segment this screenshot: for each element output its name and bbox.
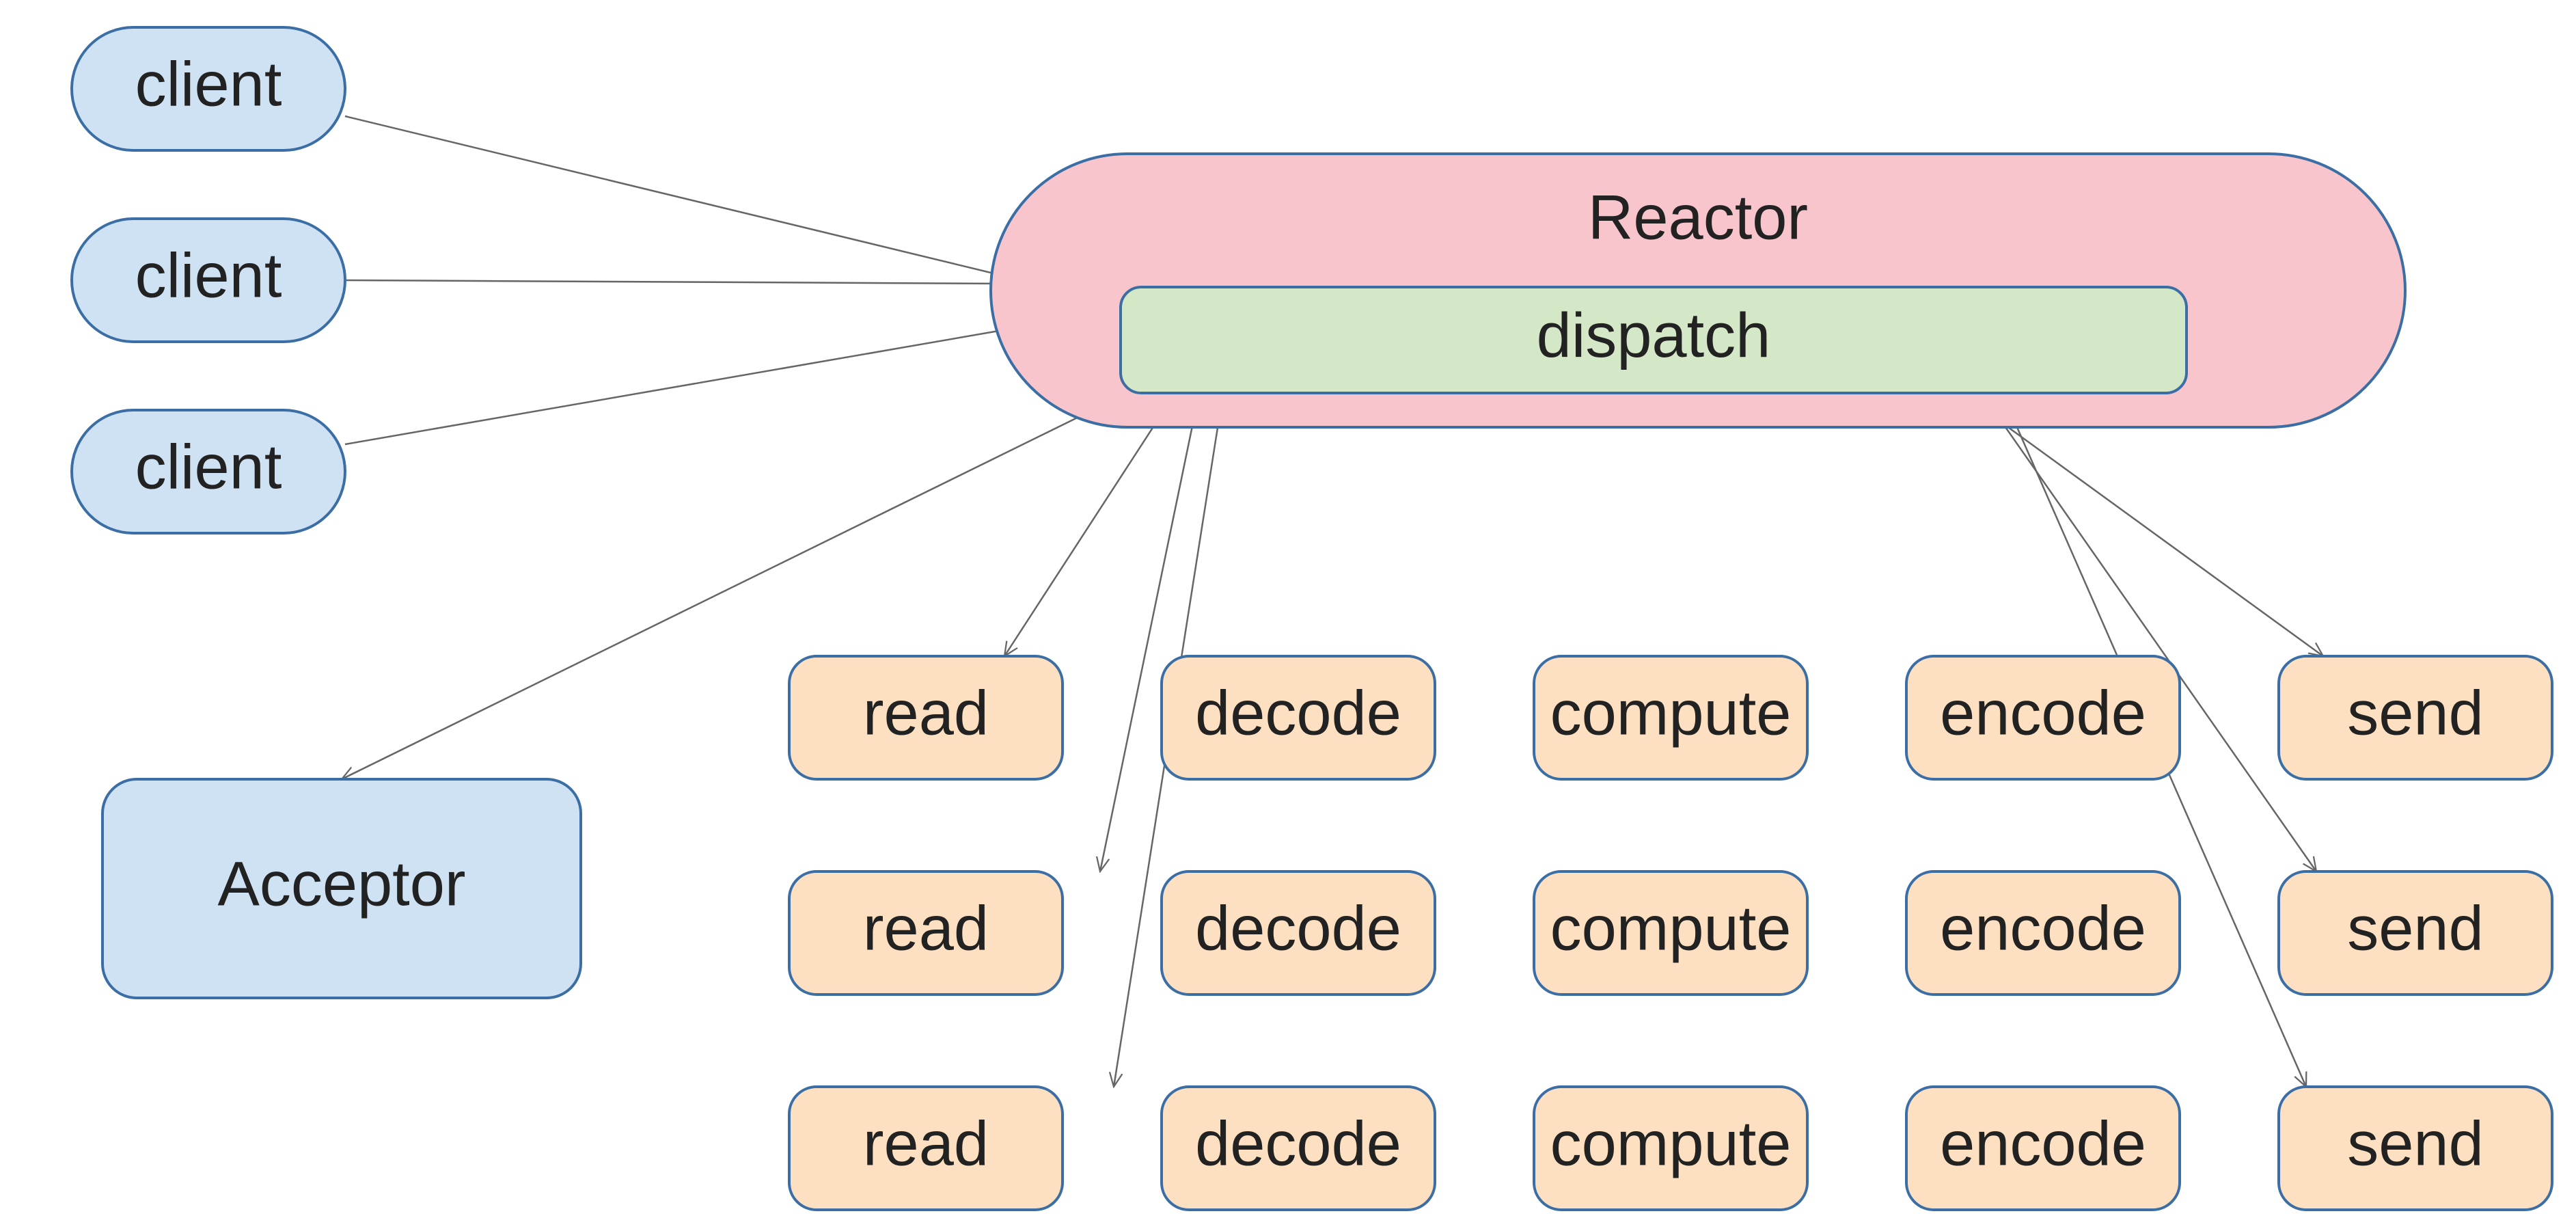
node-decode1: decode [1162, 656, 1435, 779]
node-label: client [135, 49, 282, 119]
node-send3: send [2279, 1087, 2552, 1210]
node-label: encode [1940, 678, 2146, 748]
node-label: compute [1550, 678, 1792, 748]
node-dispatch: dispatch [1121, 287, 2187, 393]
node-decode3: decode [1162, 1087, 1435, 1210]
edge [345, 280, 1008, 284]
node-label: compute [1550, 1109, 1792, 1178]
node-label: send [2347, 893, 2484, 963]
node-label: read [863, 1109, 989, 1178]
node-label: decode [1195, 1109, 1401, 1178]
node-client1: client [72, 27, 345, 150]
node-label: client [135, 432, 282, 502]
node-label: read [863, 893, 989, 963]
node-send1: send [2279, 656, 2552, 779]
nodes-layer: client client client Acceptor Reactor dispatc… [72, 27, 2552, 1210]
edge [1961, 393, 2323, 656]
edge [1100, 393, 1199, 871]
node-client3: client [72, 410, 345, 533]
node-read3: read [789, 1087, 1063, 1210]
node-label: send [2347, 1109, 2484, 1178]
node-label: dispatch [1537, 301, 1771, 370]
node-label: Reactor [1588, 182, 1808, 252]
reactor-diagram: client client client Acceptor Reactor dispatc… [0, 0, 2576, 1231]
node-label: read [863, 678, 989, 748]
node-label: decode [1195, 893, 1401, 963]
node-client2: client [72, 219, 345, 342]
node-label: encode [1940, 893, 2146, 963]
edge [1004, 393, 1175, 656]
edge [1982, 393, 2316, 871]
node-label: decode [1195, 678, 1401, 748]
node-read2: read [789, 871, 1063, 995]
node-compute3: compute [1534, 1087, 1807, 1210]
node-encode3: encode [1906, 1087, 2180, 1210]
node-compute2: compute [1534, 871, 1807, 995]
node-acceptor: Acceptor [102, 779, 581, 998]
node-compute1: compute [1534, 656, 1807, 779]
edge [345, 328, 1015, 444]
node-label: Acceptor [217, 849, 465, 919]
node-label: encode [1940, 1109, 2146, 1178]
node-encode2: encode [1906, 871, 2180, 995]
node-read1: read [789, 656, 1063, 779]
node-label: send [2347, 678, 2484, 748]
edge [345, 116, 1008, 277]
node-encode1: encode [1906, 656, 2180, 779]
node-decode2: decode [1162, 871, 1435, 995]
node-label: compute [1550, 893, 1792, 963]
node-label: client [135, 241, 282, 310]
node-send2: send [2279, 871, 2552, 995]
